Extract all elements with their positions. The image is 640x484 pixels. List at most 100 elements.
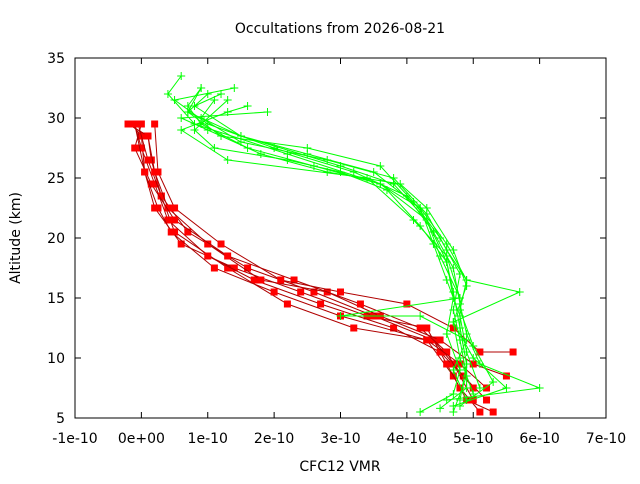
green-series bbox=[183, 84, 484, 392]
data-point bbox=[167, 228, 175, 236]
data-point bbox=[483, 384, 491, 392]
data-point bbox=[171, 204, 179, 212]
y-tick-label: 15 bbox=[47, 291, 65, 307]
data-point bbox=[403, 300, 411, 308]
data-point bbox=[469, 354, 478, 362]
series-line bbox=[193, 93, 522, 407]
data-point bbox=[317, 300, 325, 308]
data-point bbox=[223, 156, 232, 164]
data-point bbox=[244, 264, 252, 272]
data-point bbox=[137, 144, 145, 152]
x-tick-label: 6e-10 bbox=[519, 431, 559, 447]
data-point bbox=[390, 324, 398, 332]
data-point bbox=[442, 258, 451, 266]
data-point bbox=[204, 240, 212, 248]
data-point bbox=[436, 336, 444, 344]
data-point bbox=[423, 336, 431, 344]
y-tick-label: 5 bbox=[56, 411, 65, 427]
data-point bbox=[210, 144, 219, 152]
data-point bbox=[449, 390, 458, 398]
data-point bbox=[250, 276, 258, 284]
data-point bbox=[157, 192, 165, 200]
data-point bbox=[144, 132, 152, 140]
data-point bbox=[409, 216, 418, 224]
x-tick-label: 7e-10 bbox=[586, 431, 626, 447]
series-line bbox=[134, 123, 487, 389]
series-line bbox=[200, 99, 494, 407]
data-point bbox=[442, 396, 451, 404]
green-series bbox=[170, 84, 544, 404]
data-point bbox=[469, 384, 477, 392]
data-point bbox=[469, 390, 478, 398]
data-point bbox=[337, 288, 344, 296]
data-point bbox=[535, 384, 544, 392]
red-series bbox=[151, 120, 517, 356]
green-series bbox=[190, 96, 471, 404]
x-tick-label: 1e-10 bbox=[188, 431, 228, 447]
data-point bbox=[429, 240, 438, 248]
chart-title: Occultations from 2026-08-21 bbox=[235, 21, 445, 37]
x-tick-label: 4e-10 bbox=[387, 431, 427, 447]
data-point bbox=[456, 384, 464, 392]
data-point bbox=[144, 156, 152, 164]
data-point bbox=[177, 240, 185, 248]
data-point bbox=[283, 300, 291, 308]
data-point bbox=[443, 348, 451, 356]
data-point bbox=[449, 366, 458, 374]
data-point bbox=[210, 96, 219, 104]
data-point bbox=[455, 312, 464, 320]
data-point bbox=[203, 90, 212, 98]
data-point bbox=[177, 72, 186, 80]
data-point bbox=[323, 156, 332, 164]
y-tick-label: 20 bbox=[47, 231, 65, 247]
data-point bbox=[197, 120, 206, 128]
data-point bbox=[449, 324, 457, 332]
data-point bbox=[336, 312, 345, 320]
green-series bbox=[177, 108, 478, 398]
data-point bbox=[230, 84, 239, 92]
data-point bbox=[475, 360, 484, 368]
data-point bbox=[502, 372, 510, 380]
data-point bbox=[476, 348, 484, 356]
data-point bbox=[469, 396, 477, 404]
data-point bbox=[177, 114, 186, 122]
y-tick-label: 35 bbox=[47, 51, 65, 67]
data-point bbox=[416, 312, 425, 320]
data-point bbox=[270, 288, 278, 296]
axes: -1e-10 0e+00 1e-10 2e-10 3e-10 4e-10 5e-10 6e-1… bbox=[47, 51, 626, 447]
data-point bbox=[184, 228, 192, 236]
data-point bbox=[416, 222, 425, 230]
data-point bbox=[462, 384, 471, 392]
data-point bbox=[309, 162, 318, 170]
data-point bbox=[456, 360, 464, 368]
data-point bbox=[449, 408, 458, 416]
data-point bbox=[223, 96, 232, 104]
data-point bbox=[170, 96, 179, 104]
data-point bbox=[489, 408, 497, 416]
data-point bbox=[297, 288, 305, 296]
series-line bbox=[193, 99, 468, 401]
data-point bbox=[476, 408, 484, 416]
data-point bbox=[217, 240, 225, 248]
data-point bbox=[263, 108, 272, 116]
data-point bbox=[141, 168, 149, 176]
data-point bbox=[416, 324, 424, 332]
data-point bbox=[449, 318, 458, 326]
data-point bbox=[349, 168, 358, 176]
data-point bbox=[489, 378, 498, 386]
red-series bbox=[134, 120, 477, 392]
data-point bbox=[183, 102, 192, 110]
data-point bbox=[356, 300, 364, 308]
data-point bbox=[436, 234, 445, 242]
x-tick-label: -1e-10 bbox=[52, 431, 97, 447]
data-point bbox=[164, 216, 172, 224]
data-point bbox=[462, 348, 471, 356]
y-tick-label: 10 bbox=[47, 351, 65, 367]
data-point bbox=[515, 288, 524, 296]
data-point bbox=[443, 360, 451, 368]
data-point bbox=[151, 120, 159, 128]
data-point bbox=[217, 90, 226, 98]
x-tick-label: 5e-10 bbox=[453, 431, 493, 447]
data-point bbox=[224, 252, 232, 260]
